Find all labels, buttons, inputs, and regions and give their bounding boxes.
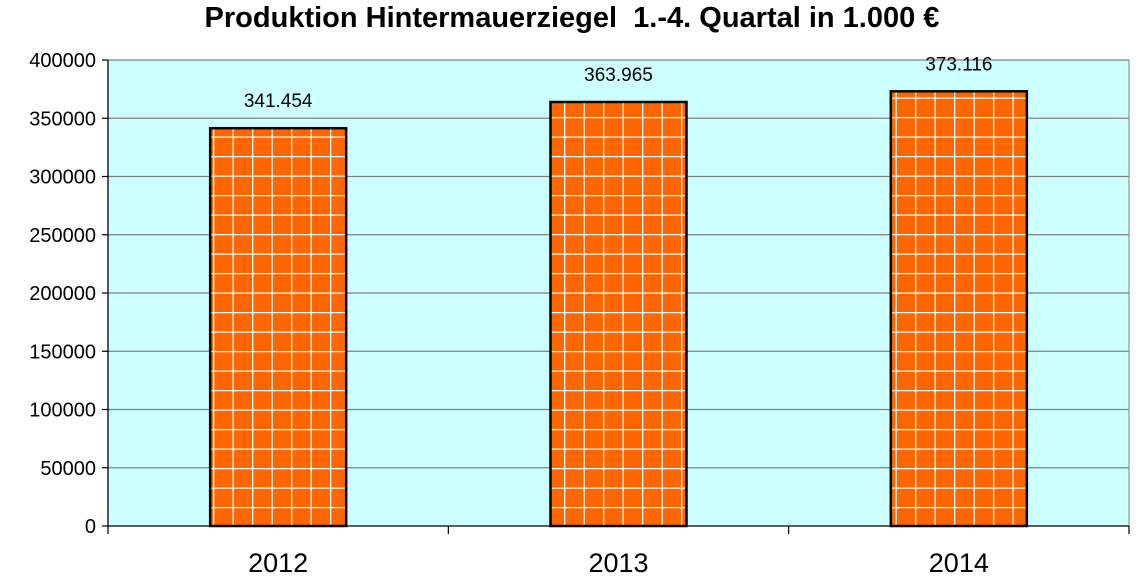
y-tick-label: 100000 <box>29 400 96 422</box>
chart-title: Produktion Hintermauerziegel 1.-4. Quart… <box>204 2 940 34</box>
y-tick-label: 200000 <box>29 283 96 305</box>
data-label-2013: 363.965 <box>584 65 653 86</box>
data-label-2012: 341.454 <box>244 91 313 112</box>
y-tick-label: 350000 <box>29 108 96 130</box>
y-tick-label: 50000 <box>40 458 96 480</box>
bar-2013 <box>549 100 688 528</box>
y-tick-label: 400000 <box>29 50 96 72</box>
y-tick-label: 0 <box>85 516 96 538</box>
y-tick-label: 150000 <box>29 341 96 363</box>
x-tick-label-2013: 2013 <box>588 548 648 578</box>
axes: 0 50000 100000 150000 200000 250000 300000 3500… <box>29 50 1130 578</box>
bars: 341.454 363.965 373.116 <box>208 54 1029 528</box>
bar-2012 <box>208 126 348 528</box>
x-tick-label-2014: 2014 <box>929 548 989 578</box>
y-tick-label: 300000 <box>29 167 96 189</box>
data-label-2014: 373.116 <box>925 54 992 75</box>
y-tick-label: 250000 <box>29 225 96 247</box>
x-tick-label-2012: 2012 <box>248 548 308 578</box>
bar-2014 <box>889 90 1029 528</box>
